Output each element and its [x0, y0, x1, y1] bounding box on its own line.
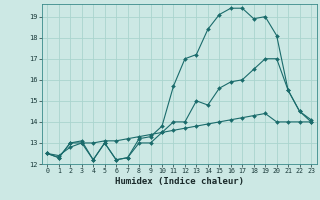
X-axis label: Humidex (Indice chaleur): Humidex (Indice chaleur)	[115, 177, 244, 186]
